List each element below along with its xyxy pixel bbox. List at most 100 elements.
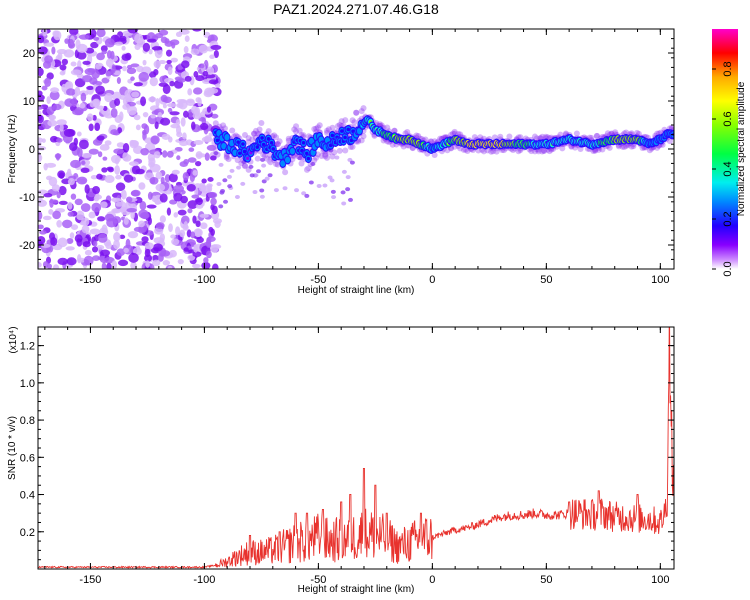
y-tick-label: 20 <box>23 48 35 60</box>
heatmap-noise-cell <box>56 219 63 228</box>
heatmap-noise-cell <box>183 158 190 165</box>
heatmap-ridge-halo <box>254 130 261 137</box>
heatmap-noise-cell <box>187 200 198 209</box>
heatmap-noise-cell <box>210 155 217 161</box>
heatmap-noise-cell <box>99 144 110 151</box>
heatmap-noise-cell <box>123 217 129 225</box>
heatmap-noise-cell <box>183 46 189 54</box>
heatmap-noise-cell <box>192 87 203 95</box>
heatmap-noise-cell <box>180 195 189 204</box>
heatmap-ridge-halo <box>460 146 467 153</box>
heatmap-noise-cell <box>51 184 60 192</box>
heatmap-noise-cell <box>138 220 145 228</box>
heatmap-noise-cell <box>81 225 90 234</box>
heatmap-noise-cell <box>150 135 160 145</box>
heatmap-noise-cell <box>201 178 207 184</box>
heatmap-noise-cell <box>213 50 219 59</box>
heatmap-noise-cell <box>74 234 83 243</box>
heatmap-scatter-cell <box>260 157 266 162</box>
heatmap-noise-cell <box>44 77 52 88</box>
heatmap-noise-cell <box>53 30 62 41</box>
heatmap-noise-cell <box>183 221 188 230</box>
heatmap-ridge-halo <box>630 143 637 150</box>
heatmap-noise-cell <box>79 139 89 150</box>
heatmap-noise-cell <box>149 76 159 87</box>
heatmap-scatter-cell <box>267 173 273 178</box>
heatmap-noise-cell <box>38 110 42 117</box>
heatmap-scatter-cell <box>259 194 265 199</box>
heatmap-noise-cell <box>110 154 121 164</box>
heatmap-noise-cell <box>111 197 121 203</box>
heatmap-noise-cell <box>169 199 178 205</box>
heatmap-ridge-halo <box>272 161 279 168</box>
y-tick-label: 0.4 <box>20 490 35 502</box>
heatmap-noise-cell <box>97 151 103 158</box>
heatmap-ridge-core <box>330 133 335 138</box>
heatmap-ridge-core <box>269 141 274 145</box>
heatmap-noise-cell <box>199 122 209 131</box>
heatmap-ridge-halo <box>493 148 500 155</box>
heatmap-ridge-halo <box>272 134 279 141</box>
heatmap-noise-cell <box>52 264 60 269</box>
heatmap-noise-cell <box>42 39 50 44</box>
x-tick-label: -50 <box>310 574 326 586</box>
x-tick-label: 50 <box>540 274 552 286</box>
heatmap-noise-cell <box>62 219 73 229</box>
heatmap-noise-cell <box>107 167 114 173</box>
heatmap-noise-cell <box>122 151 129 161</box>
heatmap-noise-cell <box>104 92 113 103</box>
heatmap-scatter-cell <box>223 199 229 204</box>
heatmap-ridge-halo <box>329 124 336 131</box>
heatmap-noise-cell <box>112 91 122 101</box>
heatmap-ridge-halo <box>353 109 360 116</box>
heatmap-ridge-halo <box>464 148 471 155</box>
heatmap-noise-cell <box>48 176 58 187</box>
heatmap-noise-cell <box>198 44 209 54</box>
heatmap-noise-cell <box>105 241 112 250</box>
heatmap-noise-cell <box>173 184 185 194</box>
heatmap-ridge-core <box>215 138 220 143</box>
heatmap-noise-cell <box>38 224 44 230</box>
heatmap-ridge-core <box>290 149 295 154</box>
heatmap-noise-cell <box>85 47 95 54</box>
heatmap-noise-cell <box>110 129 119 136</box>
heatmap-noise-cell <box>196 236 204 243</box>
heatmap-ridge-core <box>357 129 362 133</box>
colorbar-axis: 0.0 0.2 0.4 0.6 0.8 <box>712 61 734 277</box>
heatmap-noise-cell <box>79 102 86 109</box>
heatmap-noise-cell <box>71 97 78 107</box>
heatmap-noise-cell <box>203 257 209 264</box>
heatmap-noise-cell <box>130 63 140 68</box>
heatmap-noise-cell <box>188 147 195 152</box>
heatmap-ridge-halo <box>347 144 354 151</box>
heatmap-noise-cell <box>205 74 216 79</box>
heatmap-noise-cell <box>74 86 81 97</box>
heatmap-noise-cell <box>160 176 165 184</box>
heatmap-ridge-halo <box>384 124 391 131</box>
heatmap-ridge-halo <box>325 126 332 133</box>
heatmap-noise-cell <box>44 55 53 64</box>
heatmap-noise-cell <box>199 213 209 218</box>
heatmap-noise-cell <box>38 105 44 110</box>
heatmap-noise-cell <box>127 231 139 239</box>
heatmap-x-axis: -150 -100 -50 0 50 100 <box>44 29 670 286</box>
heatmap-ridge-halo <box>245 135 252 142</box>
heatmap-noise-cell <box>96 245 105 250</box>
y-tick-label: 1.2 <box>20 341 35 353</box>
heatmap-noise-cell <box>193 139 204 145</box>
heatmap-noise-cell <box>145 260 150 268</box>
heatmap-ridge-halo <box>559 145 566 152</box>
heatmap-ridge-halo <box>515 148 522 155</box>
heatmap-noise-cell <box>105 70 112 77</box>
heatmap-noise-cell <box>195 220 201 228</box>
heatmap-noise-cell <box>153 151 161 159</box>
heatmap-noise-cell <box>118 35 127 42</box>
heatmap-noise-cell <box>205 250 212 259</box>
heatmap-noise-cell <box>80 167 90 174</box>
heatmap-noise-cell <box>50 237 58 246</box>
heatmap-ridge-halo <box>234 157 241 164</box>
heatmap-scatter-cell <box>273 188 279 193</box>
heatmap-noise-cell <box>57 237 68 248</box>
heatmap-noise-cell <box>86 85 95 90</box>
heatmap-noise-cell <box>154 48 163 59</box>
